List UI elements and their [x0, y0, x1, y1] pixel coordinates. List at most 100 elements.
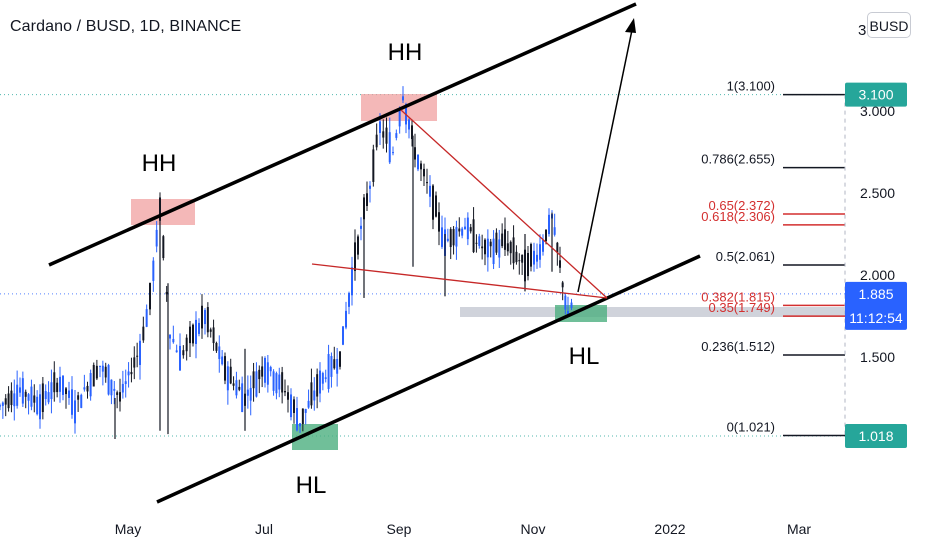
price-candles: [0, 86, 573, 439]
candle-body: [521, 254, 524, 263]
candle-body: [379, 121, 381, 133]
candle-body: [235, 380, 238, 396]
candle-body: [104, 366, 107, 378]
candle-body: [564, 295, 567, 310]
candle-body: [324, 377, 327, 379]
candle-body: [136, 355, 139, 357]
candle-body: [466, 217, 469, 240]
candle-body: [1, 402, 4, 406]
candle-body: [321, 373, 324, 384]
candle-body: [224, 356, 226, 381]
chart-grid: [0, 94, 845, 437]
candle-body: [62, 375, 64, 395]
fib-label: 0(1.021): [727, 420, 775, 435]
candle-body: [83, 387, 86, 390]
candle-body: [287, 392, 289, 400]
candle-body: [299, 423, 301, 427]
candle-body: [342, 326, 344, 345]
candle-body: [206, 307, 209, 333]
candle-body: [238, 386, 241, 390]
support-zone: [460, 307, 845, 317]
candle-body: [92, 364, 95, 387]
candle-body: [252, 371, 255, 389]
candle-body: [484, 239, 486, 255]
candle-body: [121, 383, 124, 393]
candle-body: [95, 365, 98, 379]
candle-body: [556, 242, 559, 253]
candle-body: [518, 260, 521, 262]
candle-body: [469, 227, 472, 232]
candle-body: [441, 227, 443, 247]
candle-body: [27, 394, 30, 401]
candle-body: [542, 239, 544, 252]
candle-body: [16, 384, 19, 406]
candle-body: [570, 302, 573, 308]
candle-body: [296, 408, 298, 431]
candle-body: [74, 400, 76, 424]
candle-body: [77, 395, 80, 400]
candle-body: [130, 372, 133, 375]
candle-body: [198, 322, 200, 334]
candle-body: [278, 374, 281, 390]
candle-body: [475, 242, 478, 244]
candle-body: [165, 291, 168, 295]
candle-body: [411, 125, 413, 140]
candle-body: [226, 366, 229, 391]
candle-body: [452, 229, 455, 246]
candle-body: [446, 238, 449, 241]
candle-body: [209, 329, 212, 332]
candle-body: [229, 366, 232, 384]
candle-body: [86, 385, 89, 392]
fib-label: 0.65(2.372): [709, 198, 776, 213]
candle-body: [316, 374, 319, 397]
candle-body: [357, 236, 359, 255]
candle-body: [319, 370, 321, 394]
candle-body: [388, 132, 391, 163]
wedge-lower-line: [311, 263, 608, 299]
candle-body: [284, 391, 286, 393]
candle-body: [116, 392, 119, 395]
price-badge-value: 1.018: [858, 428, 893, 444]
candle-body: [110, 379, 113, 396]
candle-body: [429, 185, 431, 197]
y-tick-label: 3.000: [860, 103, 895, 119]
candle-body: [261, 366, 264, 377]
fib-label: 0.618(2.306): [701, 209, 775, 224]
candle-body: [13, 393, 16, 407]
candle-body: [281, 372, 284, 393]
candle-body: [59, 376, 61, 392]
x-tick-label: 2022: [654, 521, 685, 537]
candle-body: [145, 309, 148, 327]
candle-body: [333, 359, 336, 369]
candle-body: [101, 365, 104, 372]
candle-body: [330, 356, 333, 377]
candle-body: [152, 260, 155, 281]
candle-body: [107, 365, 110, 395]
projection-arrow-line: [577, 29, 633, 293]
candle-body: [449, 229, 452, 248]
candle-body: [255, 371, 258, 397]
candle-body: [127, 371, 130, 376]
candle-body: [56, 382, 59, 393]
candle-body: [113, 388, 116, 391]
candle-body: [423, 168, 425, 177]
candle-body: [336, 358, 339, 374]
candle-body: [192, 324, 194, 344]
candle-body: [553, 227, 556, 235]
candle-body: [36, 396, 39, 415]
candle-body: [548, 214, 550, 235]
candle-body: [249, 387, 252, 401]
currency-button[interactable]: BUSD: [867, 12, 911, 38]
candle-body: [339, 351, 341, 367]
candle-body: [464, 226, 466, 230]
candle-body: [395, 133, 398, 138]
candle-body: [515, 251, 518, 263]
candle-body: [71, 389, 73, 415]
candle-body: [366, 193, 368, 207]
candle-body: [536, 254, 538, 262]
x-tick-label: May: [115, 521, 141, 537]
candle-body: [19, 387, 21, 393]
x-tick-label: Mar: [787, 521, 811, 537]
